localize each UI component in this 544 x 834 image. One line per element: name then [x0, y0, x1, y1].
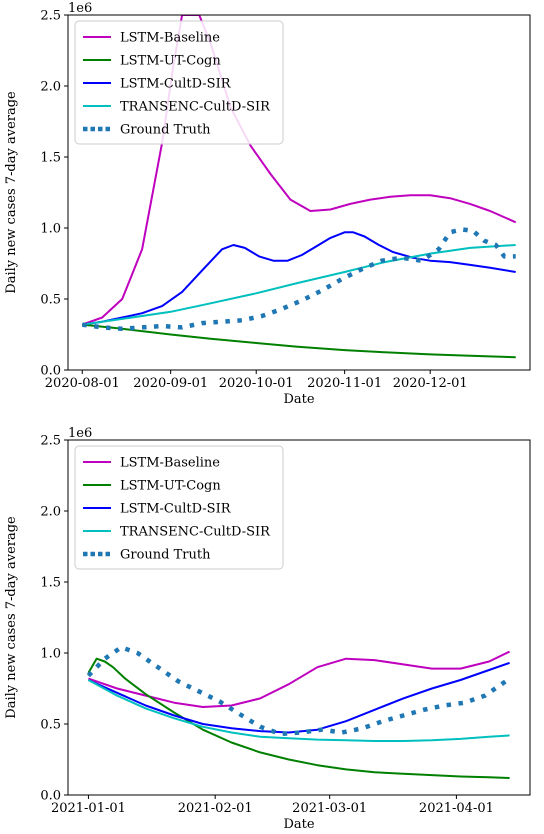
- x-axis-label: Date: [283, 817, 314, 832]
- legend-box: [74, 20, 284, 145]
- y-tick-label: 0.0: [40, 364, 61, 379]
- y-offset-label: 1e6: [68, 1, 92, 16]
- y-axis-label: Daily new cases 7-day average: [4, 516, 19, 719]
- series-line: [87, 661, 510, 734]
- y-axis-label: Daily new cases 7-day average: [4, 91, 19, 294]
- x-tick-label: 2020-09-01: [133, 376, 208, 391]
- series-line: [88, 650, 511, 708]
- legend: LSTM-Baseline LSTM-UT-Cogn LSTM-CultD-SIR T…: [74, 445, 284, 570]
- legend-label: Ground Truth: [120, 548, 211, 563]
- y-tick-label: 2.0: [40, 80, 61, 95]
- legend-label: LSTM-CultD-SIR: [120, 502, 232, 517]
- y-tick-label: 1.5: [40, 576, 61, 591]
- y-tick-label: 0.5: [40, 293, 61, 308]
- legend-label: LSTM-UT-Cogn: [120, 54, 221, 69]
- x-tick-label: 2020-12-01: [393, 376, 468, 391]
- x-tick-label: 2021-02-01: [178, 801, 253, 816]
- x-tick-label: 2020-11-01: [307, 376, 382, 391]
- y-tick-label: 1.0: [40, 222, 61, 237]
- legend-box: [74, 445, 284, 570]
- legend: LSTM-Baseline LSTM-UT-Cogn LSTM-CultD-SIR T…: [74, 20, 284, 145]
- series-line: [87, 657, 510, 779]
- y-tick-label: 2.5: [40, 9, 61, 24]
- series-line: [82, 244, 516, 326]
- x-tick-label: 2020-10-01: [219, 376, 294, 391]
- y-offset-label: 1e6: [68, 426, 92, 441]
- y-tick-label: 1.5: [40, 151, 61, 166]
- plot-frame: [67, 439, 531, 796]
- y-tick-label: 0.5: [40, 718, 61, 733]
- chart-panel-1: 0.0 0.5 1.0 1.5 2.0 2.5 2020-08-01 2020-09-01 20…: [4, 1, 531, 407]
- x-tick-label: 2020-08-01: [45, 376, 120, 391]
- series-line: [86, 645, 511, 737]
- y-tick-label: 2.5: [40, 434, 61, 449]
- y-tick-label: 2.0: [40, 505, 61, 520]
- series-line: [81, 227, 516, 332]
- series-line: [82, 323, 516, 359]
- series-line: [87, 679, 510, 742]
- legend-label: LSTM-Baseline: [120, 456, 220, 471]
- x-tick-label: 2021-01-01: [51, 801, 126, 816]
- x-tick-label: 2021-04-01: [419, 801, 494, 816]
- y-tick-label: 0.0: [40, 789, 61, 804]
- legend-label: TRANSENC-CultD-SIR: [120, 100, 271, 115]
- series-line: [82, 231, 516, 326]
- chart-panel-2: 0.0 0.5 1.0 1.5 2.0 2.5 2021-01-01 2021-02-01 20…: [4, 426, 531, 832]
- legend-label: LSTM-UT-Cogn: [120, 479, 221, 494]
- legend-label: LSTM-CultD-SIR: [120, 77, 232, 92]
- legend-label: LSTM-Baseline: [120, 31, 220, 46]
- legend-label: Ground Truth: [120, 123, 211, 138]
- x-axis-label: Date: [283, 392, 314, 407]
- y-tick-label: 1.0: [40, 647, 61, 662]
- series-group: [86, 645, 511, 779]
- x-tick-label: 2021-03-01: [292, 801, 367, 816]
- plot-frame: [67, 14, 531, 371]
- legend-label: TRANSENC-CultD-SIR: [120, 525, 271, 540]
